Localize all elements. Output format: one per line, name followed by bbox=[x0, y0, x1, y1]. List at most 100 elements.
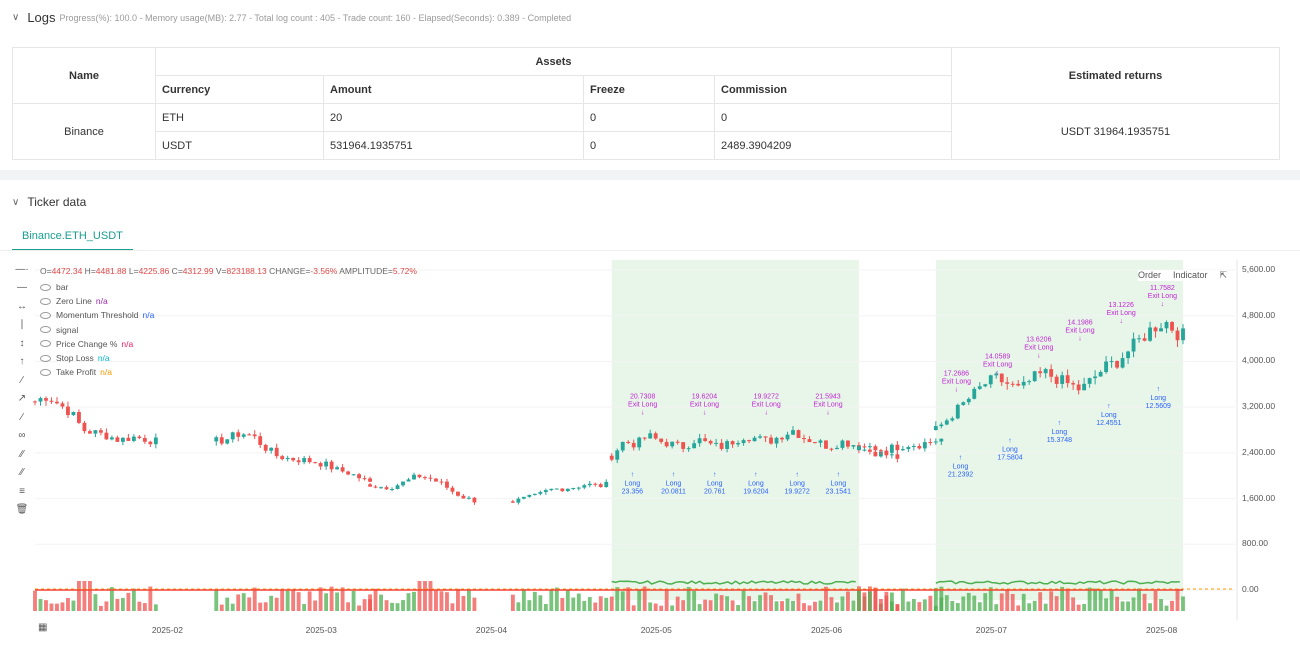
ray-line-icon[interactable]: ↗ bbox=[17, 393, 27, 405]
trash-icon[interactable]: 🗑 bbox=[15, 504, 29, 516]
volume-bar bbox=[988, 587, 993, 611]
candle-body bbox=[450, 487, 455, 492]
ticker-header[interactable]: ∨ Ticker data bbox=[12, 195, 86, 209]
price-line-icon[interactable]: ∞ bbox=[18, 430, 26, 442]
candle-body bbox=[417, 474, 422, 478]
candle-body bbox=[384, 487, 389, 490]
exit-label: Exit Long bbox=[942, 379, 971, 386]
volume-bar bbox=[219, 604, 224, 611]
candle-body bbox=[1076, 384, 1081, 391]
candle-body bbox=[33, 401, 37, 403]
volume-bar bbox=[49, 603, 54, 611]
legend-item-stop-loss[interactable]: Stop Loss n/a bbox=[40, 351, 154, 365]
volume-bar bbox=[697, 604, 702, 611]
candle-body bbox=[609, 455, 614, 460]
volume-bar bbox=[280, 589, 285, 611]
candle-body bbox=[895, 454, 900, 459]
candle-body bbox=[1126, 351, 1130, 359]
order-button[interactable]: Order bbox=[1138, 270, 1162, 280]
candle-body bbox=[785, 434, 790, 440]
long-label: Long bbox=[666, 481, 682, 488]
drawing-toolbar: —· — ↔ ∣ ↕ ↑ ∕ ↗ ∕ ∞ ∕∕ ∕∕ ≡ 🗑 bbox=[10, 260, 34, 519]
candle-body bbox=[895, 444, 900, 451]
candle-body bbox=[725, 441, 730, 449]
trend-line-icon[interactable]: ∕ bbox=[21, 374, 23, 386]
candle-body bbox=[148, 441, 153, 445]
candle-body bbox=[461, 495, 466, 499]
eye-icon[interactable] bbox=[40, 326, 51, 334]
candle-body bbox=[1104, 361, 1109, 373]
volume-bar bbox=[98, 605, 103, 611]
candle-body bbox=[703, 438, 708, 441]
legend-item-price-change[interactable]: Price Change % n/a bbox=[40, 337, 154, 351]
horizontal-ray-icon[interactable]: — bbox=[17, 282, 27, 294]
candle-body bbox=[840, 440, 845, 448]
tab-eth-usdt[interactable]: Binance.ETH_USDT bbox=[12, 224, 133, 251]
legend-item-signal[interactable]: signal bbox=[40, 323, 154, 337]
volume-bar bbox=[346, 602, 351, 611]
eye-icon[interactable] bbox=[40, 354, 51, 362]
vertical-ray-icon[interactable]: ↑ bbox=[19, 356, 25, 368]
volume-bar bbox=[785, 598, 790, 611]
eye-icon[interactable] bbox=[40, 297, 51, 305]
volume-bar bbox=[241, 593, 246, 611]
straight-line-icon[interactable]: ∕ bbox=[21, 411, 23, 423]
candle-body bbox=[296, 460, 301, 463]
candle-body bbox=[510, 501, 515, 503]
volume-bar bbox=[1164, 605, 1169, 611]
exit-value: 14.1986 bbox=[1067, 319, 1092, 326]
chevron-down-icon[interactable]: ∨ bbox=[12, 12, 20, 23]
long-value: 15.3748 bbox=[1047, 437, 1072, 444]
parallel-channel-icon[interactable]: ∕∕ bbox=[20, 448, 24, 460]
volume-bar bbox=[1093, 588, 1098, 611]
vertical-line-icon[interactable]: ∣ bbox=[19, 319, 25, 331]
long-value: 23.1541 bbox=[826, 489, 851, 496]
fib-retracement-icon[interactable]: ≡ bbox=[19, 485, 25, 497]
eye-icon[interactable] bbox=[40, 340, 51, 348]
eye-icon[interactable] bbox=[40, 311, 51, 319]
chart-area[interactable]: ↑ Long 23.356 ↑ Long 20.0811 ↑ Long 20.761 ↑ Long 1… bbox=[0, 260, 1300, 656]
candle-body bbox=[263, 444, 268, 451]
candle-body bbox=[653, 433, 658, 439]
volume-bar bbox=[423, 581, 427, 611]
candle-body bbox=[115, 437, 120, 442]
logs-header[interactable]: ∨ Logs Progress(%): 100.0 - Memory usage… bbox=[12, 10, 571, 25]
vertical-segment-icon[interactable]: ↕ bbox=[19, 337, 25, 349]
eye-icon[interactable] bbox=[40, 283, 51, 291]
legend-item-momentum-threshold[interactable]: Momentum Threshold n/a bbox=[40, 308, 154, 322]
candle-body bbox=[1010, 383, 1015, 385]
volume-bar bbox=[609, 596, 614, 611]
volume-bar bbox=[296, 592, 301, 611]
chevron-down-icon[interactable]: ∨ bbox=[12, 196, 20, 208]
signal-window bbox=[935, 260, 1183, 600]
volume-bar bbox=[966, 592, 971, 611]
volume-bar bbox=[1005, 589, 1010, 611]
candle-body bbox=[285, 457, 290, 460]
legend-item-take-profit[interactable]: Take Profit n/a bbox=[40, 365, 154, 379]
calendar-icon[interactable]: ▦ bbox=[38, 622, 48, 633]
candle-body bbox=[131, 436, 136, 441]
logs-summary: Progress(%): 100.0 - Memory usage(MB): 2… bbox=[59, 12, 572, 23]
fibonacci-icon[interactable]: ∕∕ bbox=[20, 467, 24, 479]
eye-icon[interactable] bbox=[40, 368, 51, 376]
high-value: 4481.88 bbox=[95, 266, 127, 276]
volume-bar bbox=[620, 591, 625, 611]
legend-item-bar[interactable]: bar bbox=[40, 280, 154, 294]
volume-bar bbox=[434, 590, 438, 611]
horizontal-segment-icon[interactable]: ↔ bbox=[17, 300, 27, 312]
candle-body bbox=[1159, 328, 1163, 332]
price-chart[interactable]: ↑Long23.356↑Long20.0811↑Long20.761↑Long1… bbox=[0, 260, 1300, 656]
legend-item-zero-line[interactable]: Zero Line n/a bbox=[40, 294, 154, 308]
indicator-button[interactable]: Indicator bbox=[1173, 270, 1208, 280]
candle-body bbox=[972, 388, 977, 399]
candle-body bbox=[889, 444, 894, 453]
volume-bar bbox=[109, 587, 114, 611]
horizontal-line-icon[interactable]: —· bbox=[15, 263, 29, 275]
volume-bar bbox=[510, 594, 515, 611]
fullscreen-icon[interactable]: ⇱ bbox=[1219, 270, 1228, 280]
candle-body bbox=[862, 446, 867, 448]
volume-bar bbox=[1054, 596, 1059, 611]
x-tick-label: 2025-06 bbox=[810, 625, 843, 635]
candle-body bbox=[966, 398, 971, 403]
volume-bar bbox=[120, 597, 125, 611]
